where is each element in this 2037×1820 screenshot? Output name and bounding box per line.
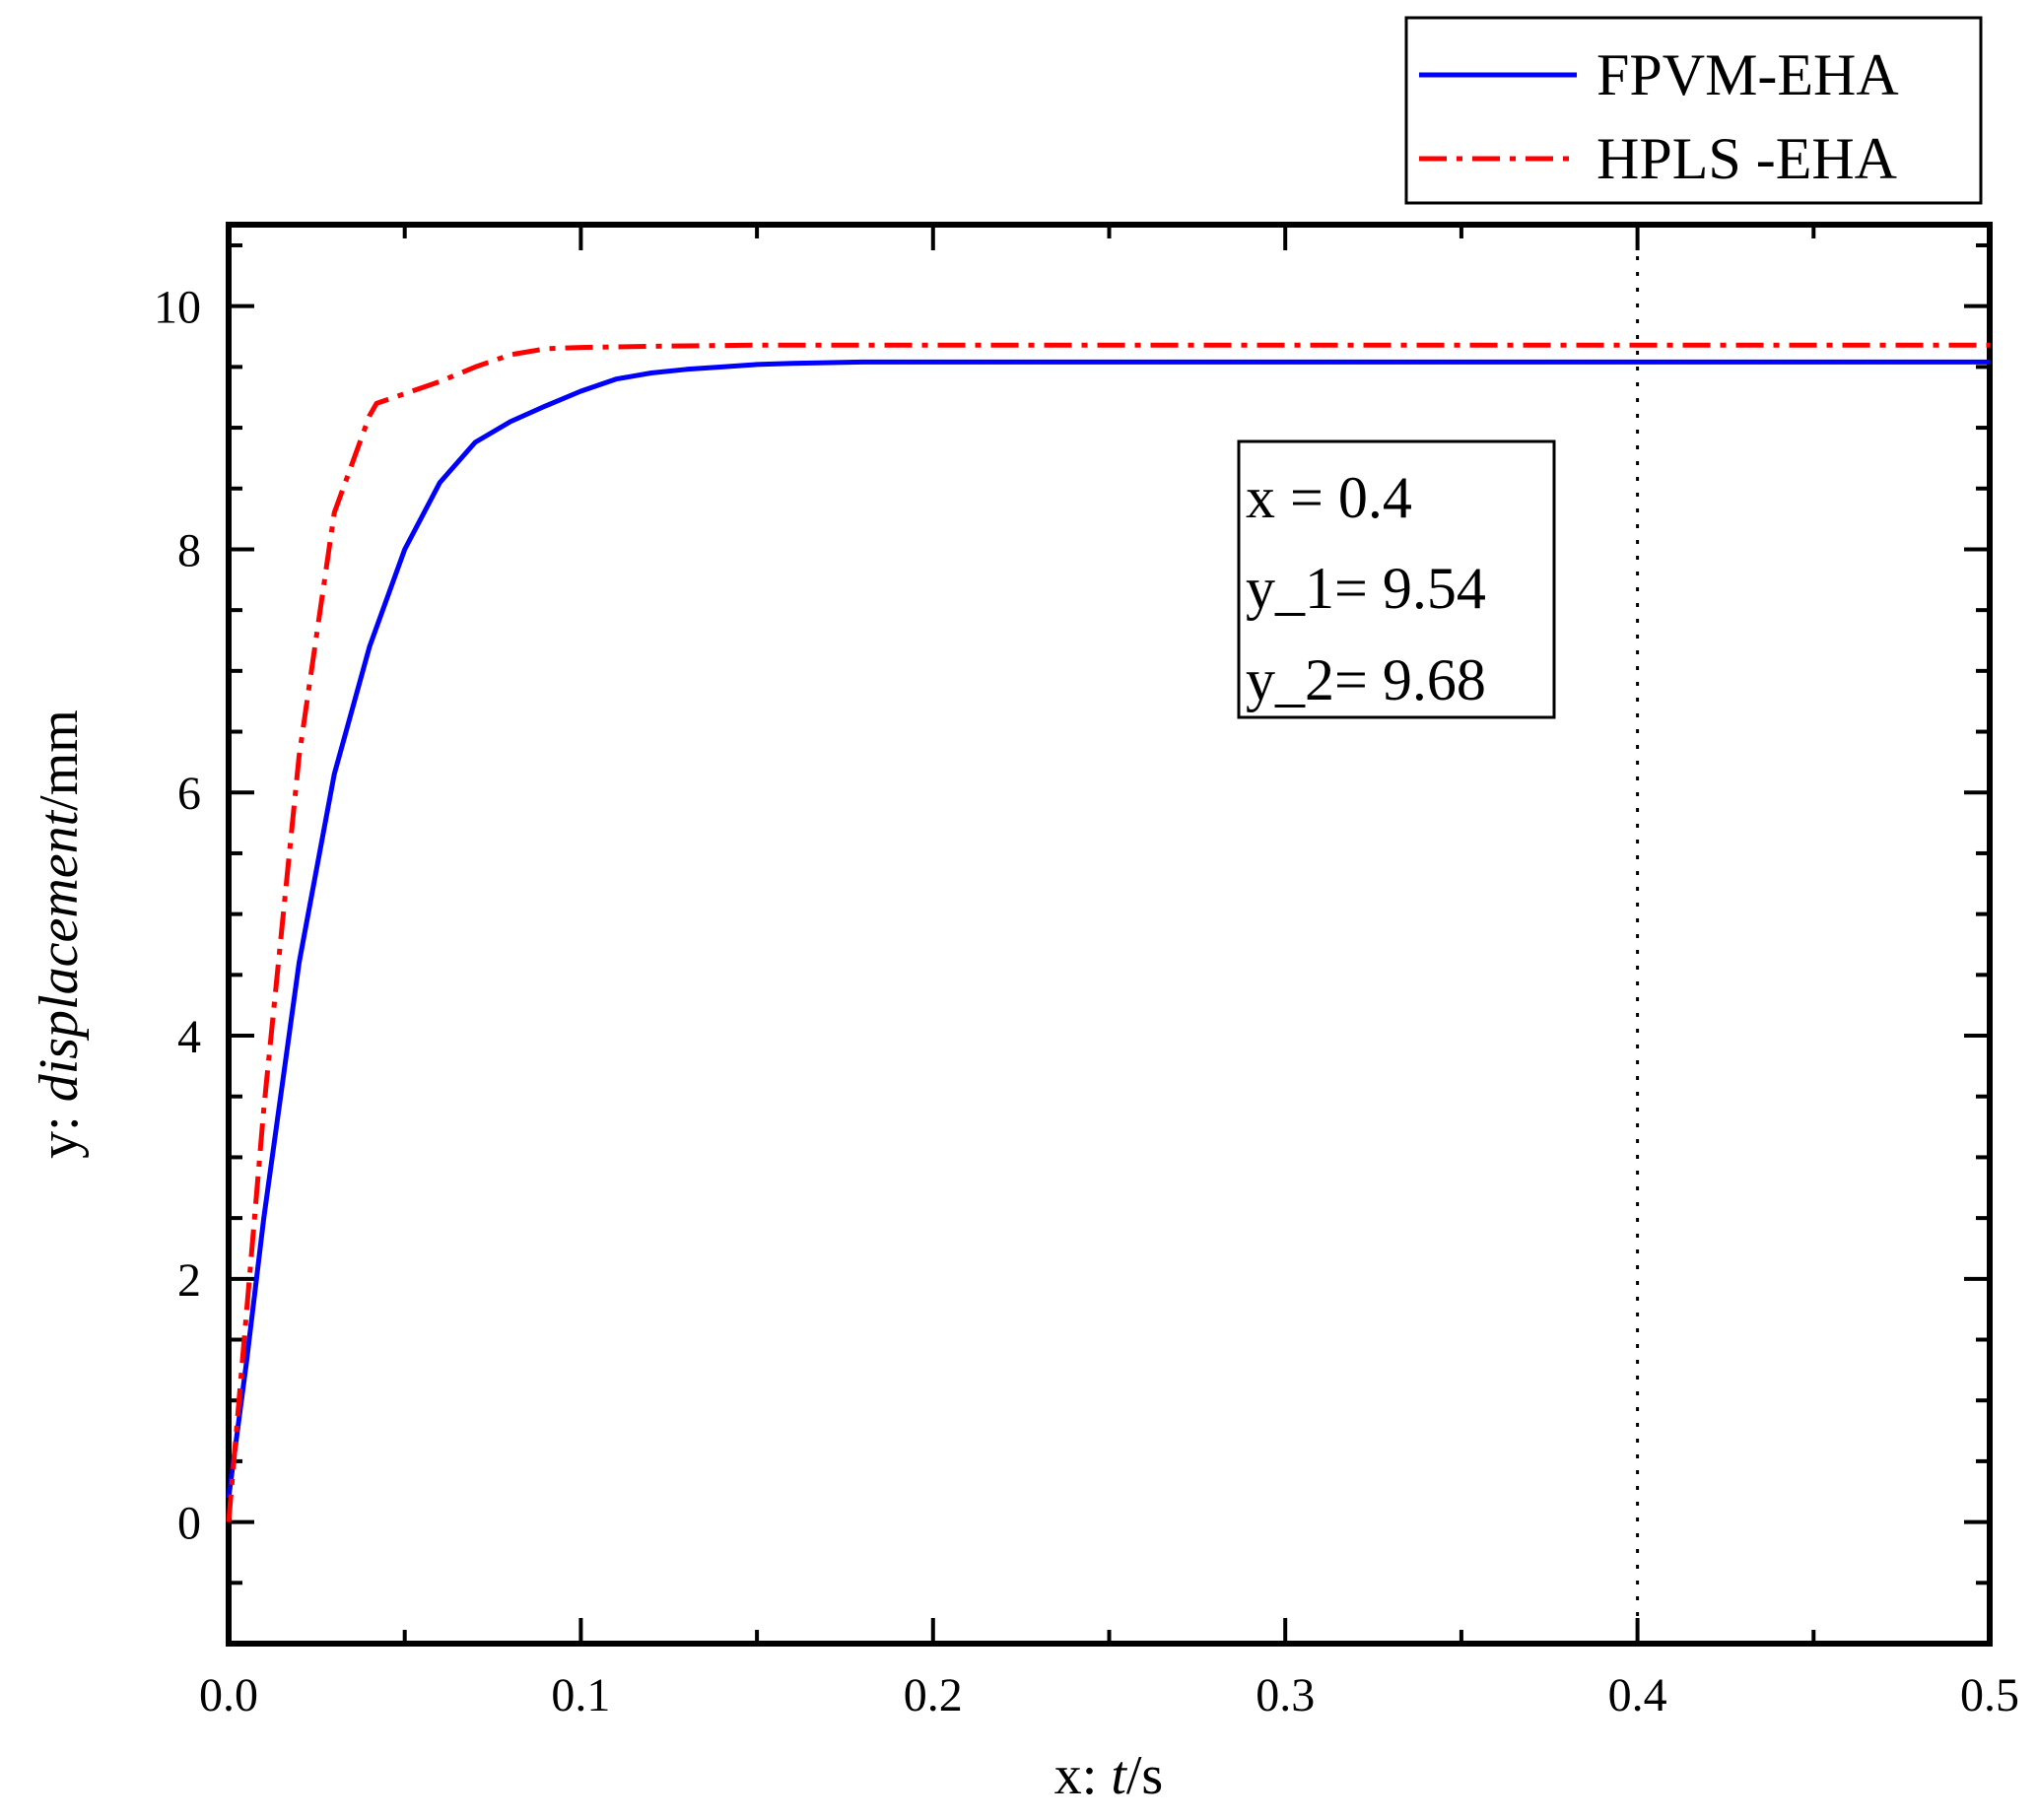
series-line-fpvm-eha: [226, 359, 1990, 1499]
y-tick-label: 10: [154, 282, 201, 334]
legend-label-fpvm-eha: FPVM-EHA: [1596, 42, 1899, 107]
plot-area: 0.0 0.1 0.2 0.3 0.4 0.5 0 2 4 6 8 10: [154, 222, 2019, 1721]
cursor-readout-box: x = 0.4 y_1= 9.54 y_2= 9.68: [1237, 439, 1556, 719]
y-tick-label: 0: [177, 1498, 201, 1550]
axis-ticks: 0.0 0.1 0.2 0.3 0.4 0.5 0 2 4 6 8 10: [154, 225, 2019, 1721]
y-tick-label: 6: [177, 768, 201, 820]
y-tick-label: 4: [177, 1011, 201, 1063]
readout-y2: y_2= 9.68: [1246, 647, 1486, 712]
x-tick-label: 0.0: [199, 1669, 258, 1721]
series-lines: [226, 342, 1990, 1522]
legend-label-hpls-eha: HPLS -EHA: [1596, 126, 1897, 191]
readout-y1: y_1= 9.54: [1246, 556, 1486, 621]
legend-box: [1404, 16, 1983, 205]
readout-frame: [1237, 439, 1556, 719]
legend: FPVM-EHA HPLS -EHA: [1404, 16, 1983, 205]
y-tick-label: 2: [177, 1254, 201, 1307]
x-axis-label: x: t/s: [1054, 1745, 1163, 1806]
x-tick-label: 0.3: [1256, 1669, 1315, 1721]
x-tick-label: 0.5: [1960, 1669, 2019, 1721]
x-tick-label: 0.2: [904, 1669, 963, 1721]
plot-frame: [226, 222, 1993, 1647]
y-tick-label: 8: [177, 524, 201, 576]
x-tick-label: 0.4: [1608, 1669, 1667, 1721]
x-tick-label: 0.1: [551, 1669, 610, 1721]
series-line-hpls-eha: [226, 342, 1990, 1522]
readout-x: x = 0.4: [1246, 465, 1412, 530]
y-axis-label: y: displacement/mm: [29, 709, 90, 1159]
